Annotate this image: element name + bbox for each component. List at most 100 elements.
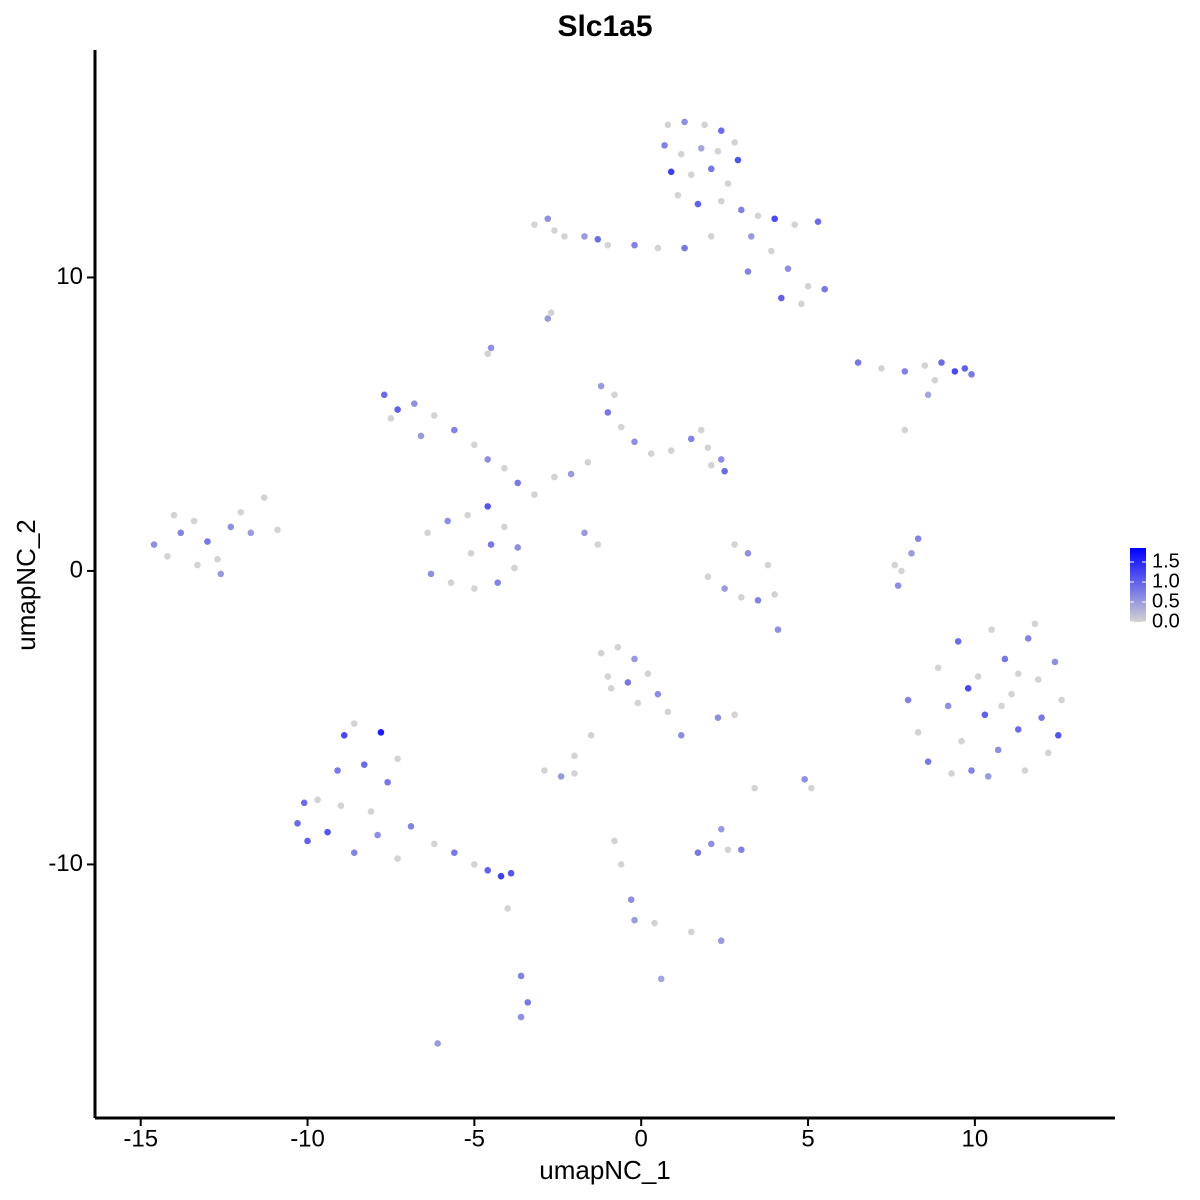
- y-axis-label: umapNC_2: [11, 519, 41, 651]
- cell-point: [968, 767, 975, 774]
- cell-point: [471, 861, 478, 868]
- cell-point: [694, 200, 702, 208]
- cell-point: [717, 456, 725, 463]
- cell-point: [471, 441, 478, 449]
- cell-point: [427, 570, 435, 578]
- cell-point: [487, 541, 495, 548]
- cell-point: [1051, 658, 1059, 666]
- colorbar-tick-label: 1.0: [1152, 570, 1180, 592]
- colorbar-tick-label: 0.0: [1152, 610, 1180, 632]
- cell-point: [784, 265, 792, 272]
- cell-point: [544, 215, 552, 223]
- cell-point: [801, 776, 808, 783]
- cell-point: [854, 359, 862, 366]
- cell-point: [294, 820, 301, 827]
- cell-point: [494, 579, 502, 586]
- colorbar-tick-label: 0.5: [1152, 590, 1180, 612]
- cell-point: [544, 315, 552, 322]
- cell-point: [487, 344, 495, 352]
- cell-point: [614, 643, 622, 651]
- cell-point: [451, 849, 458, 856]
- cell-point: [447, 579, 455, 586]
- cell-point: [754, 212, 762, 220]
- cell-point: [948, 770, 955, 777]
- cell-point: [654, 244, 662, 252]
- cell-point: [721, 467, 728, 475]
- cell-point: [707, 165, 715, 173]
- cell-point: [697, 145, 705, 152]
- cell-point: [617, 423, 625, 431]
- cell-point: [738, 594, 745, 601]
- cell-point: [954, 638, 962, 645]
- cell-point: [707, 233, 715, 240]
- cell-point: [908, 550, 915, 557]
- cell-point: [394, 755, 401, 763]
- x-tick-label: 0: [635, 1125, 648, 1152]
- cell-point: [938, 359, 945, 366]
- cell-point: [484, 350, 492, 358]
- cell-point: [694, 849, 702, 856]
- cell-point: [407, 822, 415, 830]
- cell-point: [194, 561, 201, 569]
- y-tick-label: 0: [70, 556, 83, 583]
- cell-point: [724, 846, 732, 854]
- cell-point: [771, 215, 778, 223]
- cell-point: [738, 846, 745, 854]
- cell-point: [1021, 767, 1029, 774]
- cell-point: [597, 649, 605, 657]
- cell-point: [717, 197, 725, 205]
- cell-point: [994, 746, 1002, 754]
- cell-point: [901, 368, 909, 375]
- cell-point: [707, 461, 715, 469]
- cell-point: [744, 550, 752, 557]
- cell-point: [337, 802, 345, 810]
- cell-point: [1044, 749, 1052, 757]
- cell-point: [604, 409, 612, 416]
- cell-point: [541, 767, 548, 774]
- cell-point: [647, 450, 655, 457]
- cell-point: [631, 438, 638, 446]
- x-tick-label: -10: [290, 1125, 325, 1152]
- cell-point: [190, 517, 198, 525]
- cell-point: [164, 552, 171, 560]
- cell-point: [484, 866, 492, 874]
- cell-point: [424, 529, 431, 537]
- cell-point: [924, 758, 932, 766]
- cell-point: [697, 426, 705, 434]
- cell-point: [631, 655, 638, 663]
- cell-point: [611, 391, 618, 399]
- cell-point: [384, 778, 391, 786]
- cell-point: [507, 869, 515, 877]
- cell-point: [514, 479, 522, 487]
- cell-point: [484, 503, 492, 510]
- cell-point: [571, 770, 578, 777]
- cell-point: [1001, 655, 1009, 663]
- cell-point: [704, 573, 712, 581]
- cell-point: [217, 570, 225, 578]
- cell-point: [998, 702, 1005, 710]
- cell-point: [350, 720, 358, 727]
- cell-point: [377, 729, 385, 736]
- cell-point: [551, 473, 558, 481]
- cell-point: [567, 470, 575, 478]
- cell-point: [974, 673, 982, 680]
- cell-point: [764, 561, 772, 569]
- cell-point: [177, 529, 185, 537]
- cell-point: [661, 142, 668, 149]
- cell-point: [1008, 690, 1015, 698]
- cell-point: [594, 541, 602, 548]
- cell-point: [748, 233, 755, 240]
- cell-point: [587, 731, 595, 739]
- cell-point: [1058, 696, 1065, 704]
- cell-point: [687, 435, 695, 443]
- cell-point: [798, 300, 805, 308]
- cell-point: [374, 831, 381, 839]
- cell-point: [677, 731, 685, 739]
- cell-point: [594, 235, 602, 243]
- cell-point: [547, 309, 555, 316]
- cell-point: [501, 523, 508, 531]
- cell-point: [627, 896, 635, 903]
- cell-point: [644, 670, 652, 677]
- x-axis-label: umapNC_1: [539, 1155, 671, 1185]
